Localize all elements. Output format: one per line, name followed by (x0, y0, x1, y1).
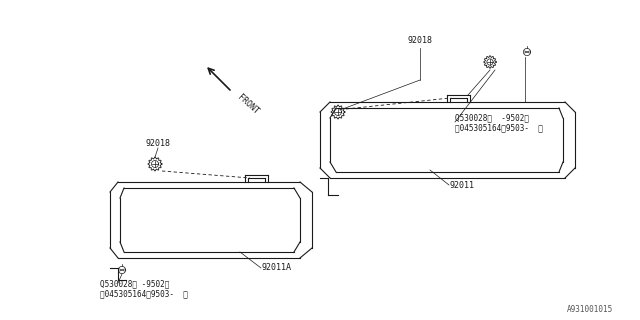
Text: 92018: 92018 (145, 139, 170, 148)
Text: 92018: 92018 (408, 36, 433, 45)
Text: 92011: 92011 (450, 181, 475, 190)
Text: Ⓢ045305164〈9503-  〉: Ⓢ045305164〈9503- 〉 (100, 289, 188, 298)
Text: Ⓢ045305164〈9503-  〉: Ⓢ045305164〈9503- 〉 (455, 123, 543, 132)
Text: A931001015: A931001015 (567, 305, 613, 314)
Text: 92011A: 92011A (262, 263, 292, 272)
Text: FRONT: FRONT (236, 93, 260, 116)
Text: Q530028〈  -9502〉: Q530028〈 -9502〉 (455, 113, 529, 122)
Text: Q530028〈 -9502〉: Q530028〈 -9502〉 (100, 279, 170, 288)
